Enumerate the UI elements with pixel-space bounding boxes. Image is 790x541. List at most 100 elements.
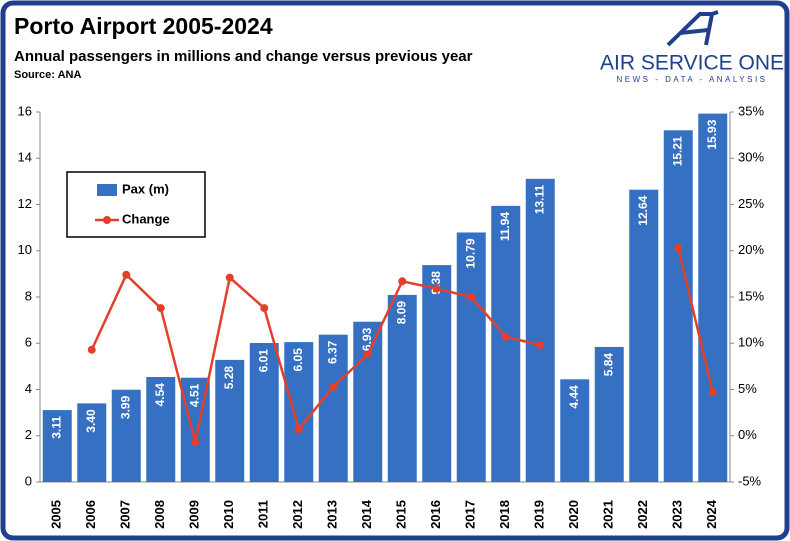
bar-value-label: 6.37	[325, 340, 339, 364]
y-tick-label: 6	[25, 335, 32, 350]
x-tick-label: 2019	[532, 500, 547, 529]
change-point	[87, 345, 96, 354]
x-tick-label: 2024	[704, 499, 719, 529]
bar-value-label: 6.05	[291, 348, 305, 372]
y-tick-label: 8	[25, 288, 32, 303]
x-tick-label: 2007	[118, 500, 133, 529]
change-point	[156, 304, 165, 313]
bar-value-label: 15.93	[705, 119, 719, 149]
y2-tick-label: 15%	[738, 288, 764, 303]
chart-source: Source: ANA	[14, 69, 81, 81]
bar	[318, 334, 348, 482]
change-point	[225, 273, 234, 282]
x-tick-label: 2018	[497, 500, 512, 529]
change-line	[90, 247, 714, 443]
x-tick-label: 2015	[394, 500, 409, 529]
bar-value-label: 3.40	[84, 409, 98, 433]
bar	[663, 130, 693, 483]
legend: Pax (m) Change	[66, 171, 206, 238]
bar	[77, 403, 107, 482]
change-point	[432, 284, 441, 293]
y2-tick-label: -5%	[738, 473, 762, 488]
bar-value-label: 13.11	[532, 185, 546, 215]
bar	[560, 379, 590, 482]
y-tick-label: 16	[18, 103, 32, 118]
change-point	[122, 270, 131, 279]
bar-value-label: 10.79	[463, 238, 477, 268]
y2-tick-label: 20%	[738, 242, 764, 257]
bar-value-label: 3.11	[49, 416, 63, 439]
change-point	[674, 243, 683, 252]
y2-tick-label: 25%	[738, 196, 764, 211]
change-point	[398, 277, 407, 286]
bar	[698, 113, 728, 483]
change-point	[708, 388, 717, 397]
change-point	[191, 438, 200, 447]
y-tick-label: 12	[18, 196, 32, 211]
bar	[525, 178, 555, 483]
bar	[594, 346, 624, 482]
y2-tick-label: 5%	[738, 381, 757, 396]
plot-area: 0 2 4 6 8 10 12 14 16 -5% 0% 5% 10% 15% 20% 25% 30% 35% 20…	[18, 103, 765, 528]
bar	[42, 410, 72, 482]
bar-value-label: 15.21	[670, 136, 684, 166]
bar-value-label: 11.94	[498, 212, 512, 242]
bar-value-label: 4.54	[153, 383, 167, 407]
bar	[284, 342, 314, 482]
bar-value-label: 6.01	[256, 349, 270, 373]
logo-icon	[666, 10, 719, 47]
x-tick-label: 2020	[566, 500, 581, 529]
x-tick-label: 2016	[428, 500, 443, 529]
y-tick-label: 0	[25, 473, 32, 488]
bar-value-label: 8.09	[394, 301, 408, 325]
bar	[146, 377, 176, 482]
x-tick-label: 2012	[290, 500, 305, 529]
x-tick-label: 2022	[635, 500, 650, 529]
x-tick-label: 2023	[670, 500, 685, 529]
bar	[491, 205, 521, 482]
legend-label: Change	[122, 211, 170, 226]
change-point	[501, 332, 510, 341]
change-point	[329, 382, 338, 391]
x-tick-label: 2021	[601, 500, 616, 529]
change-point	[467, 293, 476, 301]
bar-value-label: 5.28	[222, 366, 236, 390]
x-tick-label: 2011	[256, 500, 271, 528]
y2-tick-label: 35%	[738, 103, 764, 118]
x-tick-label: 2013	[325, 500, 340, 529]
bar	[215, 359, 245, 482]
bar	[249, 343, 279, 482]
bar-value-label: 4.51	[187, 383, 201, 407]
y-tick-label: 2	[25, 427, 32, 442]
change-point	[260, 304, 269, 313]
bar	[353, 321, 383, 482]
y-tick-label: 4	[25, 381, 32, 396]
x-tick-label: 2006	[83, 500, 98, 529]
legend-swatch	[97, 184, 117, 196]
bar	[111, 389, 141, 482]
y-tick-label: 14	[18, 150, 32, 165]
bar	[422, 265, 452, 482]
y2-tick-label: 0%	[738, 427, 757, 442]
bar-value-label: 5.84	[601, 353, 615, 377]
bar	[387, 294, 417, 482]
bar	[629, 189, 659, 482]
legend-swatch-dot	[103, 216, 111, 224]
logo-name: AIR SERVICE ONE	[600, 52, 784, 75]
chart-subtitle: Annual passengers in millions and change…	[14, 48, 473, 65]
change-point	[294, 425, 303, 434]
bar	[456, 232, 486, 482]
x-tick-label: 2017	[463, 500, 478, 529]
logo-tagline: NEWS - DATA - ANALYSIS	[616, 75, 767, 84]
x-tick-label: 2008	[152, 500, 167, 529]
x-tick-label: 2014	[359, 499, 374, 529]
y2-tick-label: 30%	[738, 150, 764, 165]
bar-value-label: 6.93	[360, 327, 374, 351]
change-point	[363, 350, 372, 359]
legend-label: Pax (m)	[122, 181, 169, 196]
y2-tick-label: 10%	[738, 335, 764, 350]
bar-value-label: 4.44	[567, 385, 581, 409]
x-tick-label: 2005	[49, 500, 64, 529]
bar-value-label: 3.99	[118, 395, 132, 419]
